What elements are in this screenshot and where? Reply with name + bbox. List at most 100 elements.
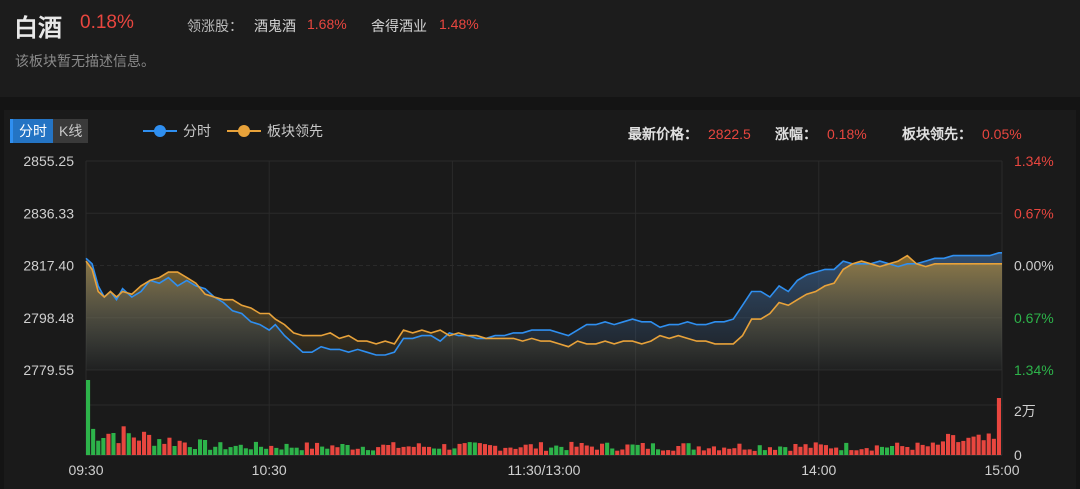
- volume-bar: [961, 440, 966, 455]
- volume-bar: [447, 449, 452, 455]
- chart-tabs: 分时 K线: [10, 119, 89, 143]
- volume-bar: [437, 448, 442, 455]
- volume-bar: [951, 435, 956, 455]
- volume-bar: [488, 445, 493, 455]
- volume-bar: [472, 442, 477, 455]
- volume-bar: [177, 440, 182, 455]
- volume-bar: [935, 444, 940, 455]
- stat-latest-price: 最新价格： 2822.5: [628, 124, 751, 144]
- volume-bar: [152, 445, 157, 455]
- volume-bar: [289, 447, 294, 455]
- volume-bar: [233, 445, 238, 455]
- volume-bar: [986, 433, 991, 455]
- stat-change: 涨幅： 0.18%: [775, 124, 867, 144]
- volume-bar: [442, 444, 447, 455]
- volume-bar: [309, 448, 314, 455]
- volume-bar: [427, 446, 432, 455]
- volume-bar: [839, 450, 844, 455]
- volume-bar: [661, 450, 666, 455]
- volume-bar: [482, 444, 487, 455]
- leader-change: 1.68%: [307, 16, 347, 32]
- y-tick-label-right: 1.34%: [1014, 362, 1054, 378]
- volume-bar: [925, 446, 930, 455]
- y-tick-label-right: 1.34%: [1014, 153, 1054, 169]
- volume-bar: [421, 446, 426, 455]
- volume-bar: [711, 446, 716, 455]
- x-tick-label: 09:30: [68, 462, 103, 478]
- volume-bar: [732, 448, 737, 455]
- volume-bar: [126, 433, 131, 455]
- volume-bar: [793, 444, 798, 455]
- volume-bar: [131, 437, 136, 455]
- volume-bar: [253, 441, 258, 455]
- sector-description: 该板块暂无描述信息。: [15, 53, 155, 69]
- y-tick-label-right: 0.67%: [1014, 310, 1054, 326]
- volume-bar: [844, 442, 849, 455]
- stat-label: 涨幅：: [775, 126, 817, 142]
- volume-bar: [834, 447, 839, 455]
- volume-bar: [956, 442, 961, 455]
- volume-bar: [243, 448, 248, 455]
- volume-bar: [142, 431, 147, 455]
- y-tick-label: 2779.55: [23, 362, 74, 378]
- volume-bar: [778, 446, 783, 455]
- volume-bar: [813, 442, 818, 455]
- volume-bar: [315, 442, 320, 455]
- volume-bar: [849, 450, 854, 455]
- stat-value: 2822.5: [708, 126, 751, 142]
- series-line-lead[interactable]: [85, 254, 1002, 348]
- x-tick-label: 10:30: [252, 462, 287, 478]
- volume-bar: [218, 442, 223, 455]
- volume-bar: [345, 445, 350, 455]
- volume-bar: [610, 448, 615, 455]
- volume-bar: [432, 448, 437, 455]
- volume-bar: [106, 433, 111, 455]
- volume-bar: [355, 448, 360, 455]
- volume-bar: [874, 445, 879, 455]
- volume-bar: [493, 445, 498, 455]
- volume-bar: [676, 446, 681, 455]
- volume-bar: [167, 437, 172, 455]
- volume-bar: [299, 450, 304, 455]
- volume-bar: [304, 442, 309, 455]
- volume-bar: [213, 446, 218, 455]
- volume-bar: [742, 449, 747, 455]
- y-tick-label: 2817.40: [23, 258, 74, 274]
- volume-bar: [600, 443, 605, 455]
- tab-kline[interactable]: K线: [53, 119, 89, 143]
- legend-item-lead[interactable]: 板块领先: [227, 121, 323, 141]
- volume-bar: [584, 445, 589, 455]
- volume-bar: [121, 426, 126, 455]
- volume-bar: [264, 448, 269, 455]
- volume-bar: [279, 449, 284, 455]
- volume-bar: [477, 443, 482, 455]
- volume-bar: [371, 450, 376, 455]
- volume-bar: [864, 448, 869, 455]
- volume-bar: [686, 443, 691, 455]
- legend-marker-icon: [143, 124, 177, 138]
- volume-bar: [671, 450, 676, 455]
- volume-bar: [879, 446, 884, 455]
- y-tick-label: 2836.33: [23, 205, 74, 221]
- volume-bar: [269, 445, 274, 455]
- leader-name[interactable]: 酒鬼酒: [254, 18, 296, 34]
- volume-bar: [86, 380, 91, 455]
- volume-bar: [187, 447, 192, 455]
- volume-bar: [198, 439, 203, 455]
- tab-intraday[interactable]: 分时: [13, 119, 53, 143]
- sector-header: [0, 0, 1080, 97]
- legend-item-price[interactable]: 分时: [143, 121, 211, 141]
- volume-bar: [767, 447, 772, 455]
- volume-bar: [940, 441, 945, 455]
- volume-bar: [544, 450, 549, 455]
- volume-bar: [335, 447, 340, 455]
- volume-bar: [396, 447, 401, 455]
- volume-bar: [208, 449, 213, 455]
- volume-bar: [885, 447, 890, 455]
- tab-accent: [10, 119, 13, 143]
- volume-bar: [747, 449, 752, 455]
- leaders-label: 领涨股：: [187, 18, 243, 34]
- series-line-price[interactable]: [85, 252, 1002, 356]
- leader-name[interactable]: 舍得酒业: [371, 18, 427, 34]
